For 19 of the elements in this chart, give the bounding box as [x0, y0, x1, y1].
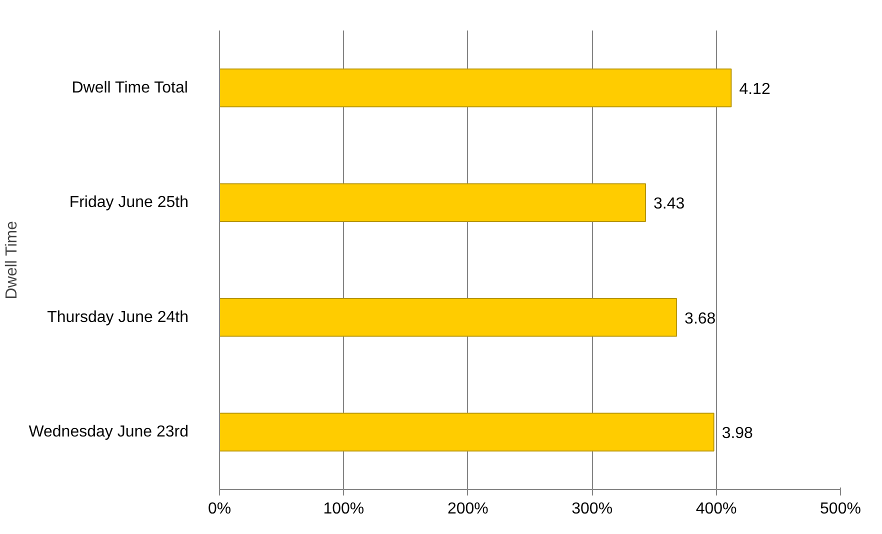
x-tick-label: 200%: [447, 500, 488, 518]
x-tick-label: 500%: [820, 500, 861, 518]
bar: [220, 298, 678, 337]
data-label: 3.43: [654, 196, 685, 213]
x-tick-label: 0%: [208, 500, 232, 518]
y-tick-label: Thursday June 24th: [47, 308, 188, 326]
y-tick-label: Dwell Time Total: [72, 79, 188, 96]
x-tick-label: 300%: [572, 500, 613, 518]
y-tick-label: Friday June 25th: [69, 194, 189, 212]
data-label: 3.98: [722, 425, 754, 442]
data-label: 3.68: [684, 310, 716, 328]
bar: [220, 68, 732, 108]
y-tick-label: Wednesday June 23rd: [28, 424, 188, 441]
x-tick-label: 400%: [696, 500, 737, 518]
y-axis-title: Dwell Time: [4, 220, 21, 300]
bar: [220, 183, 646, 222]
data-label: 4.12: [739, 80, 770, 98]
x-tick-label: 100%: [323, 500, 364, 518]
bar: [220, 412, 714, 452]
